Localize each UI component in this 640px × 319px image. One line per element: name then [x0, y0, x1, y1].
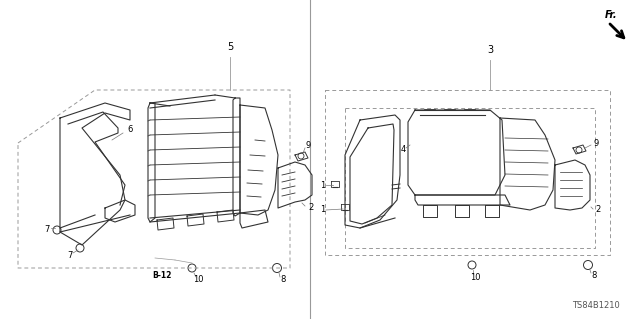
Text: 1: 1 — [321, 182, 326, 190]
Text: 8: 8 — [280, 276, 285, 285]
Text: 6: 6 — [127, 125, 132, 135]
Text: 9: 9 — [305, 140, 310, 150]
Text: TS84B1210: TS84B1210 — [572, 301, 620, 310]
Text: 10: 10 — [470, 272, 480, 281]
Text: 7: 7 — [67, 251, 73, 261]
Text: Fr.: Fr. — [605, 10, 618, 20]
Text: B-12: B-12 — [152, 271, 172, 279]
Text: 4: 4 — [401, 145, 406, 154]
Text: 10: 10 — [193, 276, 204, 285]
Text: 8: 8 — [591, 271, 596, 279]
Text: 3: 3 — [487, 45, 493, 55]
Text: 5: 5 — [227, 42, 233, 52]
Text: 9: 9 — [593, 138, 598, 147]
Text: 1: 1 — [321, 205, 326, 214]
Text: 7: 7 — [44, 226, 50, 234]
Text: 2: 2 — [308, 204, 314, 212]
Text: 2: 2 — [595, 205, 600, 214]
